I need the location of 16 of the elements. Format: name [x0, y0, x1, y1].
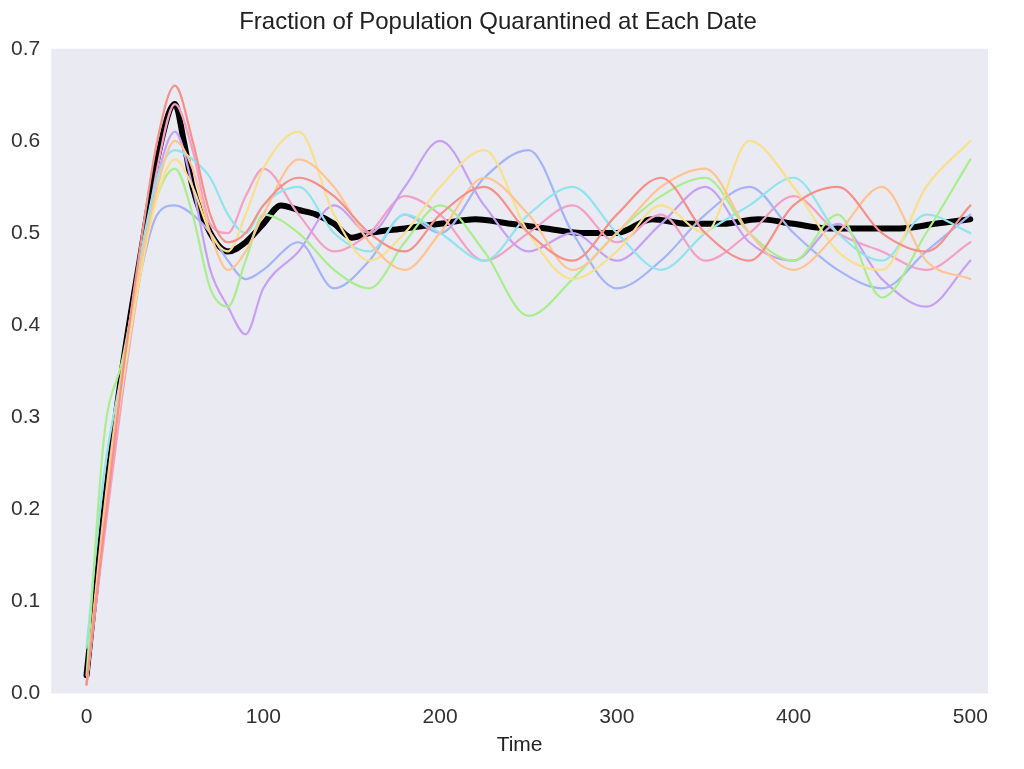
- x-tick-label: 500: [952, 704, 988, 727]
- chart-title: Fraction of Population Quarantined at Each Date: [239, 7, 757, 35]
- x-tick-label: 300: [599, 704, 635, 727]
- x-tick-label: 200: [422, 704, 458, 727]
- y-tick-label: 0.1: [10, 588, 41, 612]
- y-tick-label: 0.0: [10, 680, 41, 704]
- y-tick-label: 0.5: [10, 219, 41, 243]
- x-tick-label: 100: [245, 704, 281, 727]
- y-tick-label: 0.3: [10, 404, 41, 428]
- x-tick-label: 400: [776, 704, 812, 727]
- y-tick-label: 0.4: [10, 311, 41, 335]
- y-tick-label: 0.6: [10, 127, 41, 151]
- y-tick-label: 0.2: [10, 496, 41, 520]
- x-axis-title: Time: [496, 732, 543, 756]
- y-tick-label: 0.7: [10, 35, 41, 59]
- x-tick-label: 0: [80, 704, 93, 727]
